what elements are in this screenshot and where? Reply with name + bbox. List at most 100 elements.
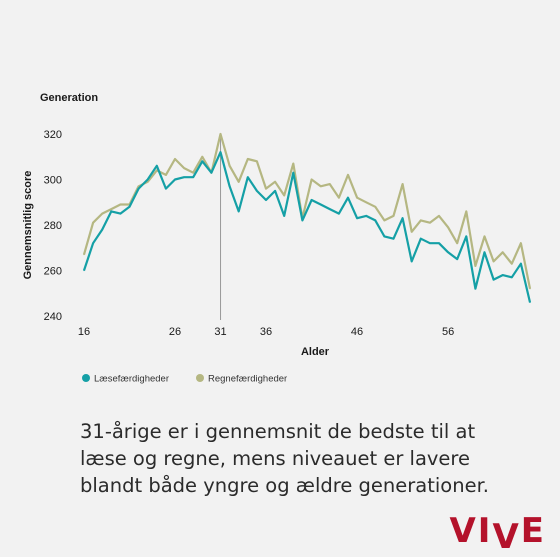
data-point	[110, 210, 112, 212]
data-point	[110, 208, 112, 210]
data-point	[329, 208, 331, 210]
data-point	[310, 199, 313, 201]
data-point	[256, 160, 258, 162]
data-point	[247, 158, 249, 160]
data-point	[374, 206, 376, 208]
data-point	[429, 242, 431, 244]
x-tick-label: 31	[214, 326, 226, 338]
data-point	[401, 183, 404, 185]
data-point	[465, 210, 467, 212]
data-point	[210, 172, 213, 174]
data-point	[192, 176, 194, 178]
data-point	[183, 176, 185, 178]
data-point	[392, 238, 395, 240]
data-point	[438, 242, 440, 244]
data-point	[83, 253, 85, 256]
data-point	[520, 242, 522, 244]
x-tick-label: 56	[442, 326, 454, 338]
data-point	[219, 151, 222, 153]
y-tick-label: 320	[44, 129, 62, 141]
data-point	[483, 235, 486, 237]
x-tick-label: 46	[351, 326, 363, 338]
series-line	[82, 151, 532, 303]
data-point	[502, 251, 504, 253]
data-point	[429, 222, 431, 224]
data-point	[456, 258, 458, 260]
data-point	[292, 172, 294, 174]
data-point	[83, 269, 85, 272]
data-point	[392, 215, 395, 217]
y-tick-label: 280	[44, 220, 62, 232]
data-point	[156, 165, 158, 167]
data-point	[147, 181, 149, 183]
data-point	[492, 279, 495, 281]
logo-part-3: E	[520, 511, 546, 551]
y-tick-label: 300	[44, 175, 62, 187]
data-point	[92, 222, 94, 224]
data-point	[456, 242, 458, 244]
x-tick-label: 36	[260, 326, 272, 338]
data-point	[420, 219, 422, 222]
data-point	[502, 274, 504, 276]
data-point	[365, 215, 367, 217]
data-point	[492, 260, 495, 262]
data-point	[256, 190, 258, 192]
data-point	[165, 174, 167, 176]
legend-marker	[82, 374, 90, 382]
data-point	[156, 169, 158, 171]
data-point	[201, 156, 203, 158]
data-point	[438, 215, 440, 217]
data-point	[183, 167, 185, 169]
data-point	[119, 213, 122, 215]
logo-part-1: VI	[449, 511, 493, 551]
legend-label: Regnefærdigheder	[208, 374, 287, 385]
caption-text: 31-årige er i gennemsnit de bedste til a…	[80, 420, 489, 497]
data-point	[247, 176, 249, 178]
data-point	[447, 226, 449, 228]
data-point	[301, 219, 304, 222]
y-tick-label: 260	[44, 266, 62, 278]
data-point	[265, 188, 267, 190]
data-point	[174, 178, 176, 181]
data-point	[92, 242, 94, 244]
data-point	[138, 188, 140, 190]
data-point	[329, 183, 331, 185]
data-point	[310, 178, 313, 181]
legend-marker	[196, 374, 204, 382]
data-point	[447, 251, 449, 253]
data-point	[356, 217, 358, 219]
data-point	[101, 213, 103, 215]
x-tick-label: 26	[169, 326, 181, 338]
chart-title: Generation	[40, 92, 98, 104]
data-point	[529, 301, 531, 303]
chart-area: Generation 240 260 280 300 320 16 26 31 36 46 56 Gen…	[22, 92, 532, 385]
data-point	[483, 251, 486, 253]
data-point	[128, 206, 131, 208]
data-point	[320, 185, 322, 187]
data-point	[201, 160, 203, 162]
data-point	[356, 197, 358, 199]
data-point	[274, 181, 276, 183]
data-point	[219, 133, 222, 135]
data-point	[292, 162, 294, 165]
data-point	[511, 263, 513, 265]
line-chart: Generation 240 260 280 300 320 16 26 31 36 46 56 Gen…	[22, 92, 532, 385]
data-point	[411, 231, 413, 233]
data-point	[229, 165, 231, 167]
data-point	[411, 260, 413, 262]
data-point	[374, 219, 376, 222]
y-tick-label: 240	[44, 311, 62, 323]
vive-logo: VIVE	[449, 511, 546, 557]
y-axis-title: Gennemsnitlig score	[22, 171, 34, 280]
legend-label: Læsefærdigheder	[94, 374, 169, 385]
x-tick-label: 16	[78, 326, 90, 338]
data-point	[347, 197, 349, 199]
data-point	[365, 201, 367, 203]
data-point	[119, 203, 122, 206]
data-point	[229, 185, 231, 187]
data-point	[101, 228, 103, 231]
data-point	[174, 158, 176, 160]
data-point	[401, 217, 404, 219]
data-point	[238, 181, 240, 183]
data-point	[283, 194, 285, 197]
